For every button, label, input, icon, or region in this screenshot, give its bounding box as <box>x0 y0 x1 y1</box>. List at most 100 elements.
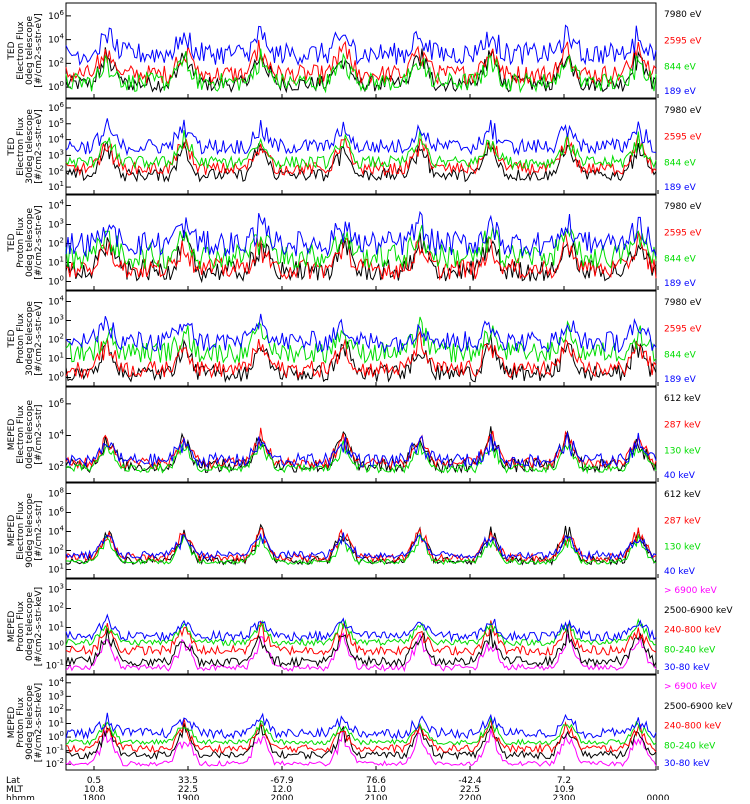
x-tick-label: 0000 <box>647 794 670 800</box>
x-row-label: MLT <box>6 785 24 795</box>
y-tick-label: 102 <box>48 333 64 346</box>
y-tick-label: 100 <box>48 730 64 743</box>
x-tick-label: 33.5 <box>178 776 198 786</box>
y-tick-label: 106 <box>48 397 64 410</box>
y-axis-label-line: [#/cm2-s-str-keV] <box>34 683 44 762</box>
x-tick-label: 1900 <box>177 794 200 800</box>
legend-entry: 240-800 keV <box>664 626 722 636</box>
x-row-label: hhmm <box>6 794 35 800</box>
y-tick-label: 103 <box>48 218 64 231</box>
y-axis-label-line: MEPED <box>7 707 17 739</box>
panel-4: 100 101 102 103 104 TED Proton Flux 30deg teles… <box>7 290 702 387</box>
panel-5: 102 104 106 MEPED Electron Flux 0deg telescop… <box>7 386 701 483</box>
panel-frame <box>65 2 657 99</box>
series-line <box>65 231 657 281</box>
y-tick-label: 105 <box>48 117 64 130</box>
legend-entry: 2595 eV <box>664 36 702 46</box>
y-tick-label: 103 <box>48 583 64 596</box>
series-line <box>65 632 657 673</box>
y-axis-label-line: 90deg telescope <box>25 685 35 760</box>
y-tick-label: 104 <box>48 429 64 442</box>
legend-entry: 7980 eV <box>664 202 702 212</box>
x-tick-label: 1800 <box>83 794 106 800</box>
series-line <box>65 527 657 564</box>
series-line <box>65 140 657 183</box>
series-line <box>65 722 657 761</box>
y-tick-label: 104 <box>48 133 64 146</box>
y-axis-label-line: Proton Flux <box>16 313 26 364</box>
x-tick-label: 2100 <box>365 794 388 800</box>
y-axis-label-line: 0deg telescope <box>25 16 35 86</box>
y-tick-label: 10-1 <box>46 744 64 757</box>
y-tick-label: 101 <box>48 563 64 576</box>
y-axis-label-line: TED <box>7 329 17 348</box>
y-tick-label: 101 <box>48 256 64 269</box>
y-tick-label: 10-1 <box>46 659 64 672</box>
y-tick-label: 101 <box>48 352 64 365</box>
legend-entry: 844 eV <box>664 255 697 265</box>
x-tick-label: 2300 <box>553 794 576 800</box>
series-line <box>65 532 657 561</box>
panel-2: 101 102 103 104 105 106 TED Electron Flux 30deg … <box>7 98 702 195</box>
y-axis-label-line: TED <box>7 233 17 252</box>
legend-entry: 30-80 keV <box>664 663 710 673</box>
legend-entry: 130 keV <box>664 447 701 457</box>
y-tick-label: 102 <box>48 56 64 69</box>
x-tick-label: 10.8 <box>84 785 104 795</box>
legend-entry: 287 keV <box>664 516 701 526</box>
legend-entry: 7980 eV <box>664 10 702 20</box>
panel-frame <box>65 674 657 771</box>
legend-entry: 80-240 keV <box>664 741 716 751</box>
legend-entry: 2500-6900 keV <box>664 702 733 712</box>
series-line <box>65 523 657 566</box>
legend-entry: 189 eV <box>664 87 697 97</box>
series-line <box>65 619 657 657</box>
y-tick-label: 100 <box>48 371 64 384</box>
legend-entry: 30-80 keV <box>664 759 710 769</box>
series-line <box>65 118 657 157</box>
legend-entry: 7980 eV <box>664 298 702 308</box>
legend-entry: 130 keV <box>664 543 701 553</box>
series-line <box>65 48 657 94</box>
legend-entry: 2595 eV <box>664 228 702 238</box>
x-tick-label: 10.9 <box>554 785 574 795</box>
x-tick-label: 76.6 <box>366 776 386 786</box>
y-tick-label: 104 <box>48 676 64 689</box>
x-tick-label: -67.9 <box>270 776 294 786</box>
series-line <box>65 229 657 284</box>
legend-entry: 2500-6900 keV <box>664 606 733 616</box>
panel-frame <box>65 98 657 195</box>
y-tick-label: 106 <box>48 101 64 114</box>
legend-entry: 40 keV <box>664 471 696 481</box>
y-tick-label: 100 <box>48 275 64 288</box>
y-axis-label-line: Electron Flux <box>16 405 26 464</box>
y-tick-label: 104 <box>48 33 64 46</box>
y-tick-label: 102 <box>48 602 64 615</box>
x-row-label: Lat <box>6 776 21 786</box>
y-tick-label: 103 <box>48 689 64 702</box>
x-tick-label: 12.0 <box>272 785 292 795</box>
series-line <box>65 313 657 354</box>
y-tick-label: 10-2 <box>46 757 64 770</box>
y-axis-label-line: 30deg telescope <box>25 301 35 376</box>
x-tick-label: 2200 <box>459 794 482 800</box>
y-axis-label-line: Electron Flux <box>16 501 26 560</box>
legend-entry: 80-240 keV <box>664 645 716 655</box>
y-axis-label-line: TED <box>7 41 17 60</box>
y-axis-label-line: 90deg telescope <box>25 493 35 568</box>
series-line <box>65 330 657 380</box>
y-axis-label-line: [#/cm2-s-str-keV] <box>34 587 44 666</box>
x-tick-label: 22.5 <box>460 785 480 795</box>
series-line <box>65 24 657 67</box>
series-line <box>65 717 657 746</box>
y-tick-label: 102 <box>48 237 64 250</box>
legend-entry: 7980 eV <box>664 106 702 116</box>
y-axis-label-line: [#/cm2-s-str-eV] <box>34 205 44 280</box>
series-line <box>65 626 657 668</box>
series-line <box>65 613 657 643</box>
legend-entry: 2595 eV <box>664 132 702 142</box>
panel-7: 10-1 100 101 102 103 MEPED Proton Flux 0deg tel… <box>7 578 733 675</box>
legend-entry: 612 keV <box>664 490 701 500</box>
